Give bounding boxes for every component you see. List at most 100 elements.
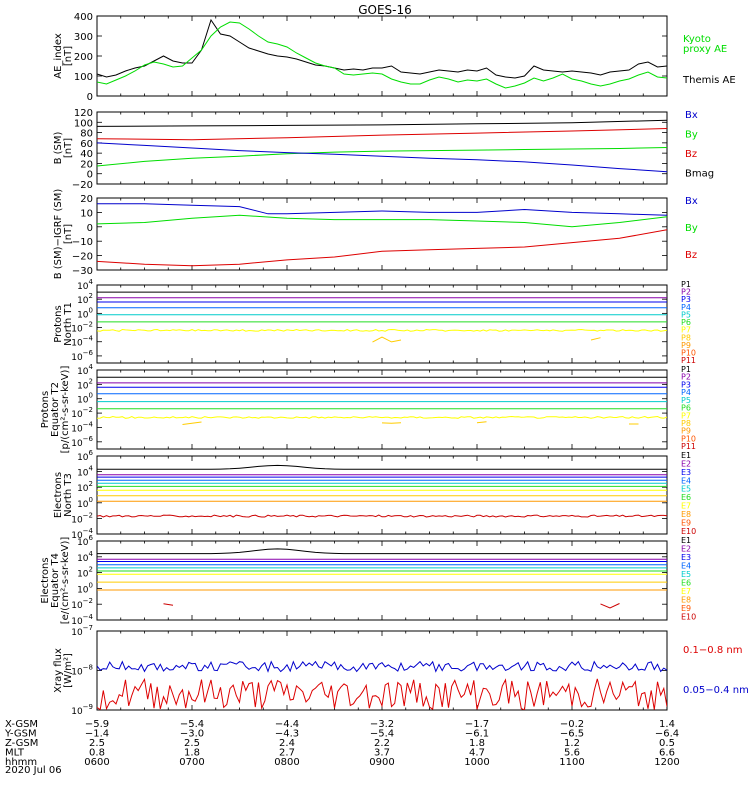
y-tick-label: 104 [77,550,93,564]
legend-label: 0.1−0.8 nm [683,645,742,656]
legend-label: E3 [681,553,691,562]
y-tick-label: 20 [80,194,93,205]
legend-label: P1 [681,280,691,289]
x-row-value: −5.9 [85,719,109,730]
legend-label: P1 [681,365,691,374]
legend-label: E8 [681,510,691,519]
legend-label: Kyoto [683,34,711,45]
x-row-value: −4.3 [275,729,299,740]
series-line-by [97,147,667,167]
legend-label: E4 [681,476,691,485]
series-line-0-05−0-4-nm [97,660,667,673]
legend-label: P8 [681,419,691,428]
x-row-value: −6.4 [655,729,679,740]
panel-xray: 10−7 10−8 10−9 Xray flux [W/m²] 0.1−0.8 nm 0.0… [53,624,749,717]
y-tick-label: −20 [72,252,93,263]
series-line-bx [97,203,667,216]
y-axis-label: [nT] [63,138,74,158]
y-tick-label: 104 [77,278,93,292]
x-row-value: 0600 [84,757,109,768]
y-axis-label: North T3 [63,473,74,517]
legend-label: E6 [681,493,691,502]
y-tick-label: 10−4 [71,335,93,349]
series-line-bz [97,128,667,141]
legend-label: E7 [681,587,691,596]
y-tick-label: 106 [77,449,93,463]
x-row-value: −3.2 [370,719,394,730]
legend-label: P3 [681,295,691,304]
legend-label: E7 [681,502,691,511]
x-row-value: −6.5 [560,729,584,740]
series-line-bmag [97,119,667,127]
y-tick-label: 100 [77,581,93,595]
legend-label: P6 [681,404,691,413]
x-row-value: 1.8 [469,738,485,749]
legend-label: 0.05−0.4 nm [683,685,749,696]
legend-label: Bz [685,149,697,160]
x-row-value: 1200 [654,757,679,768]
x-row-value: 2.4 [279,738,295,749]
panel-frame [96,630,668,711]
y-tick-label: 40 [80,149,93,160]
x-row-value: 2.7 [279,748,295,759]
series-line-e10 [97,514,667,518]
y-tick-label: 10−2 [71,511,93,525]
series-line-e1 [97,548,667,555]
y-axis-label: B (SM) [53,131,64,164]
y-tick-label: 0 [87,170,93,181]
legend-label: E9 [681,518,691,527]
series-line-by [97,214,667,228]
x-row-value: −5.4 [180,719,204,730]
legend-label: P11 [681,356,696,365]
legend-label: E9 [681,604,691,613]
x-row-label: hhmm [5,757,37,768]
x-row-label: X-GSM [5,719,38,730]
x-row-value: 0900 [369,757,394,768]
x-row-label: Z-GSM [5,738,38,749]
x-row-value: 0.8 [89,748,105,759]
y-tick-label: 100 [74,72,93,83]
y-tick-label: 104 [77,363,93,377]
panel-frame [96,540,668,621]
y-tick-label: 10−6 [71,435,93,449]
series-line-kyoto-proxy-ae [97,21,667,89]
y-tick-label: 10−4 [71,527,93,541]
x-row-value: 1000 [464,757,489,768]
legend-label: P8 [681,333,691,342]
legend-label: P11 [681,442,696,451]
y-axis-label: Electrons [40,557,51,603]
panel-frame [96,455,668,535]
series-line-0-1−0-8-nm [97,677,667,710]
x-row-value: 1.8 [184,748,200,759]
x-row-value: 1100 [559,757,584,768]
legend-label: E1 [681,451,691,460]
legend-label: E10 [681,613,696,622]
date-label: 2020 Jul 06 [5,765,62,776]
legend-label: proxy AE [683,44,727,55]
y-tick-label: 60 [80,139,93,150]
x-row-value: −3.0 [180,729,204,740]
y-tick-label: 100 [77,392,93,406]
legend-label: P7 [681,326,691,335]
x-row-label: Y-GSM [4,729,37,740]
legend-label: P4 [681,303,691,312]
x-row-value: 1.2 [564,738,580,749]
series-line-p8 [182,421,639,425]
y-axis-label: [e/(cm²-s-sr-keV)] [60,537,71,625]
legend-label: Bx [685,196,698,207]
legend-label: E10 [681,527,696,536]
legend-label: E2 [681,545,691,554]
legend-label: E1 [681,536,691,545]
panel-bdiff: −30 −20 −10 0 10 20 B (SM)−IGRF (SM) [nT] Bx By Bz [53,189,698,280]
legend: Bx By Bz [685,196,698,261]
y-tick-label: −30 [72,266,93,277]
y-axis-label: [nT] [63,224,74,244]
x-row-value: 2.2 [374,738,390,749]
legend-label: P3 [681,380,691,389]
legend-label: P2 [681,373,691,382]
